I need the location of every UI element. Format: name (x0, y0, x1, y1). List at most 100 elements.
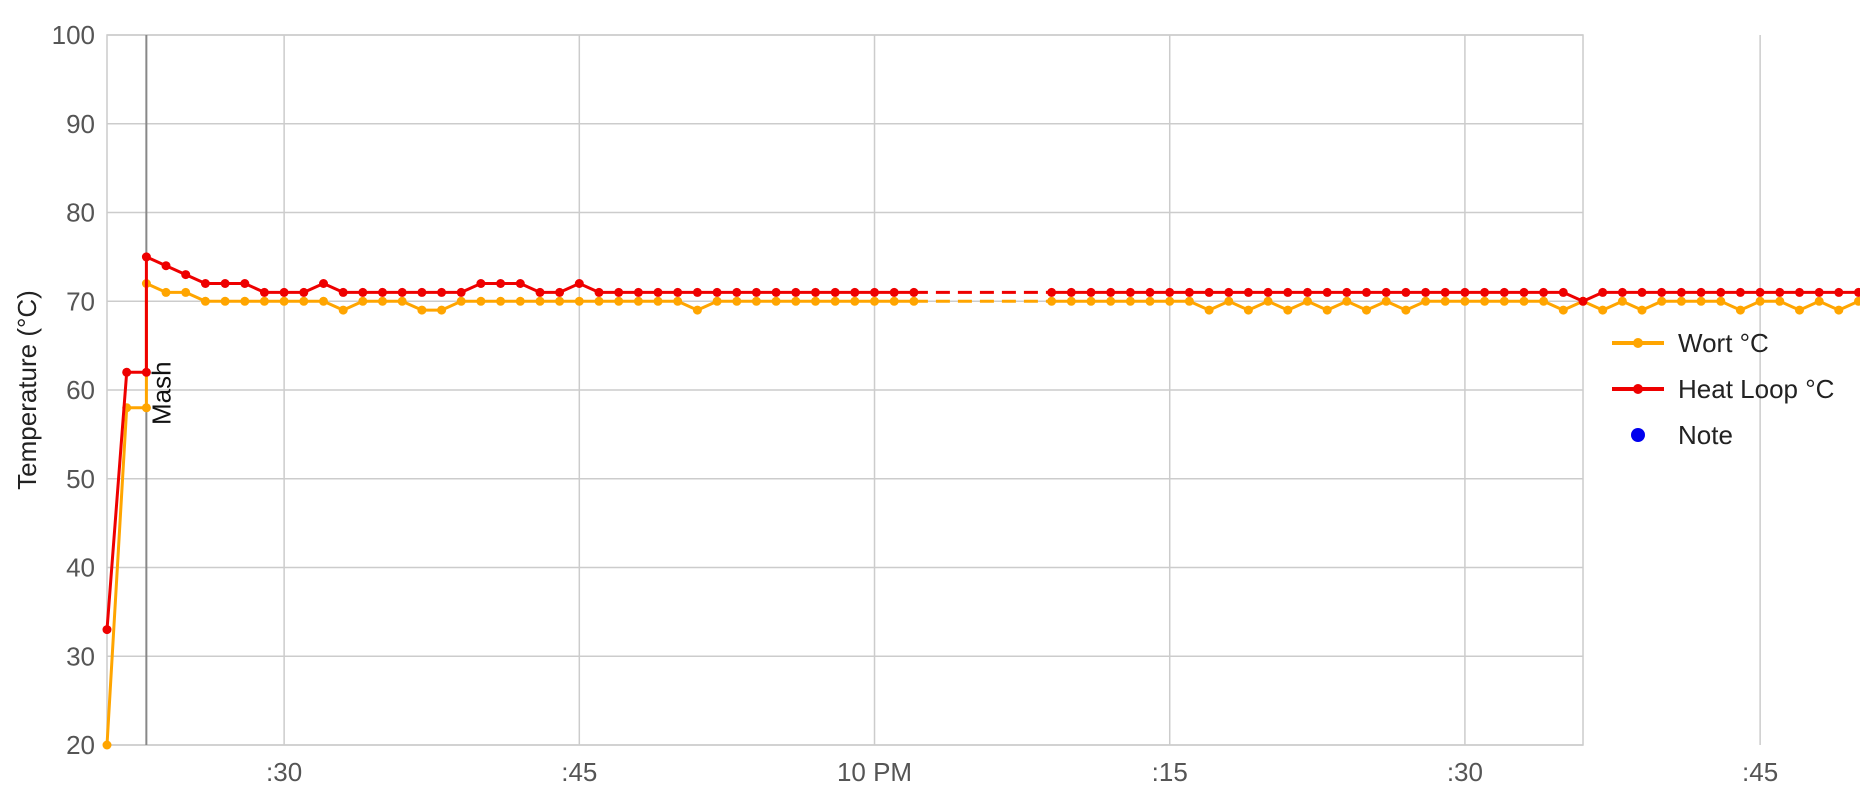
legend-marker (1633, 384, 1643, 394)
y-tick-label: 20 (66, 730, 95, 760)
data-point (397, 287, 407, 297)
y-axis-title: Temperature (°C) (12, 290, 42, 490)
data-point (259, 287, 269, 297)
data-point (1204, 305, 1214, 315)
data-point (220, 279, 230, 288)
data-point (1066, 296, 1076, 306)
data-point (751, 296, 761, 306)
data-point (692, 305, 702, 315)
data-point (515, 279, 525, 288)
x-tick-label: 10 PM (837, 757, 912, 787)
data-point (1165, 296, 1175, 306)
legend-layer: Wort °C Heat Loop °C Note (1612, 328, 1834, 450)
data-point (1381, 287, 1391, 297)
data-point (299, 296, 309, 306)
series-layer (102, 252, 1860, 750)
data-point (653, 287, 663, 297)
data-point (1263, 287, 1273, 297)
data-point (1755, 296, 1765, 306)
data-point (1106, 296, 1116, 306)
data-point (1322, 305, 1332, 315)
data-point (811, 287, 820, 297)
data-point (791, 287, 801, 297)
data-point (751, 287, 761, 297)
data-point (1676, 296, 1686, 306)
data-point (181, 270, 191, 280)
data-point (1460, 296, 1470, 306)
data-point (437, 287, 447, 297)
data-point (240, 296, 250, 306)
data-point (417, 305, 427, 315)
data-point (1165, 287, 1175, 297)
x-tick-label: :15 (1152, 757, 1188, 787)
data-point (870, 287, 879, 297)
data-point (1598, 305, 1608, 315)
data-point (1125, 287, 1135, 297)
data-point (1243, 305, 1253, 315)
data-point (1735, 305, 1745, 315)
data-point (1243, 287, 1253, 297)
data-point (319, 296, 328, 306)
data-point (378, 287, 387, 297)
data-point (1696, 287, 1706, 297)
data-point (1263, 296, 1273, 306)
data-point (1519, 296, 1529, 306)
data-point (1125, 296, 1135, 306)
data-point (1539, 296, 1549, 306)
data-point (1303, 287, 1312, 297)
data-point (319, 279, 328, 288)
data-point (555, 287, 565, 297)
data-point (1303, 296, 1312, 306)
data-point (1617, 296, 1627, 306)
data-point (1086, 287, 1096, 297)
data-point (1657, 287, 1667, 297)
data-point (614, 296, 624, 306)
x-tick-label: :45 (561, 757, 597, 787)
data-point (535, 287, 545, 297)
data-point (1499, 296, 1509, 306)
y-tick-label: 40 (66, 553, 95, 583)
data-point (1775, 287, 1785, 297)
data-point (633, 296, 643, 306)
data-point (279, 287, 289, 297)
grid-layer (106, 34, 1761, 746)
data-point (692, 287, 702, 297)
legend-label: Note (1678, 420, 1733, 450)
data-point (338, 287, 348, 297)
data-point (1401, 287, 1411, 297)
data-point (515, 296, 525, 306)
data-point (1696, 296, 1706, 306)
data-point (141, 367, 151, 377)
data-point (1795, 287, 1804, 297)
data-point (1421, 296, 1431, 306)
legend-marker (1631, 428, 1645, 442)
data-point (1145, 296, 1155, 306)
data-point (1460, 287, 1470, 297)
data-point (850, 287, 860, 297)
data-point (1598, 287, 1608, 297)
data-point (1283, 287, 1293, 297)
y-tick-label: 70 (66, 286, 95, 316)
data-point (1204, 287, 1214, 297)
data-point (1322, 287, 1332, 297)
data-point (889, 296, 899, 306)
y-tick-label: 60 (66, 375, 95, 405)
y-tick-label: 100 (52, 20, 95, 50)
data-point (1047, 287, 1057, 297)
data-point (870, 296, 879, 306)
data-point (1519, 287, 1529, 297)
data-point (1755, 287, 1765, 297)
data-point (1283, 305, 1293, 315)
data-point (673, 287, 683, 297)
data-point (1421, 287, 1431, 297)
data-point (299, 287, 309, 297)
x-tick-label: :45 (1742, 757, 1778, 787)
data-point (1224, 287, 1234, 297)
data-point (732, 287, 742, 297)
data-point (1480, 296, 1490, 306)
data-point (673, 296, 683, 306)
data-point (220, 296, 230, 306)
data-point (1499, 287, 1509, 297)
